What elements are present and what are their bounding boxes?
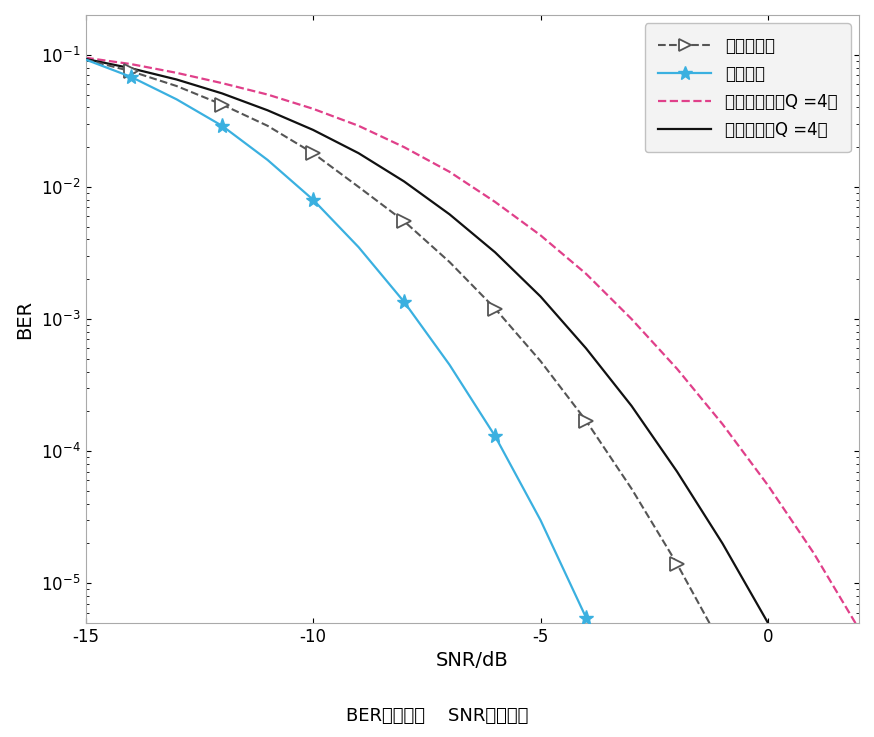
Legend: ：传统算法, ：新算法, ：传统算法（Q =4）, ：新算法（Q =4）: ：传统算法, ：新算法, ：传统算法（Q =4）, ：新算法（Q =4） [645,24,850,152]
Y-axis label: BER: BER [15,299,34,338]
Text: BER：误码率    SNR：信噪比: BER：误码率 SNR：信噪比 [346,707,528,724]
X-axis label: SNR/dB: SNR/dB [436,652,509,671]
